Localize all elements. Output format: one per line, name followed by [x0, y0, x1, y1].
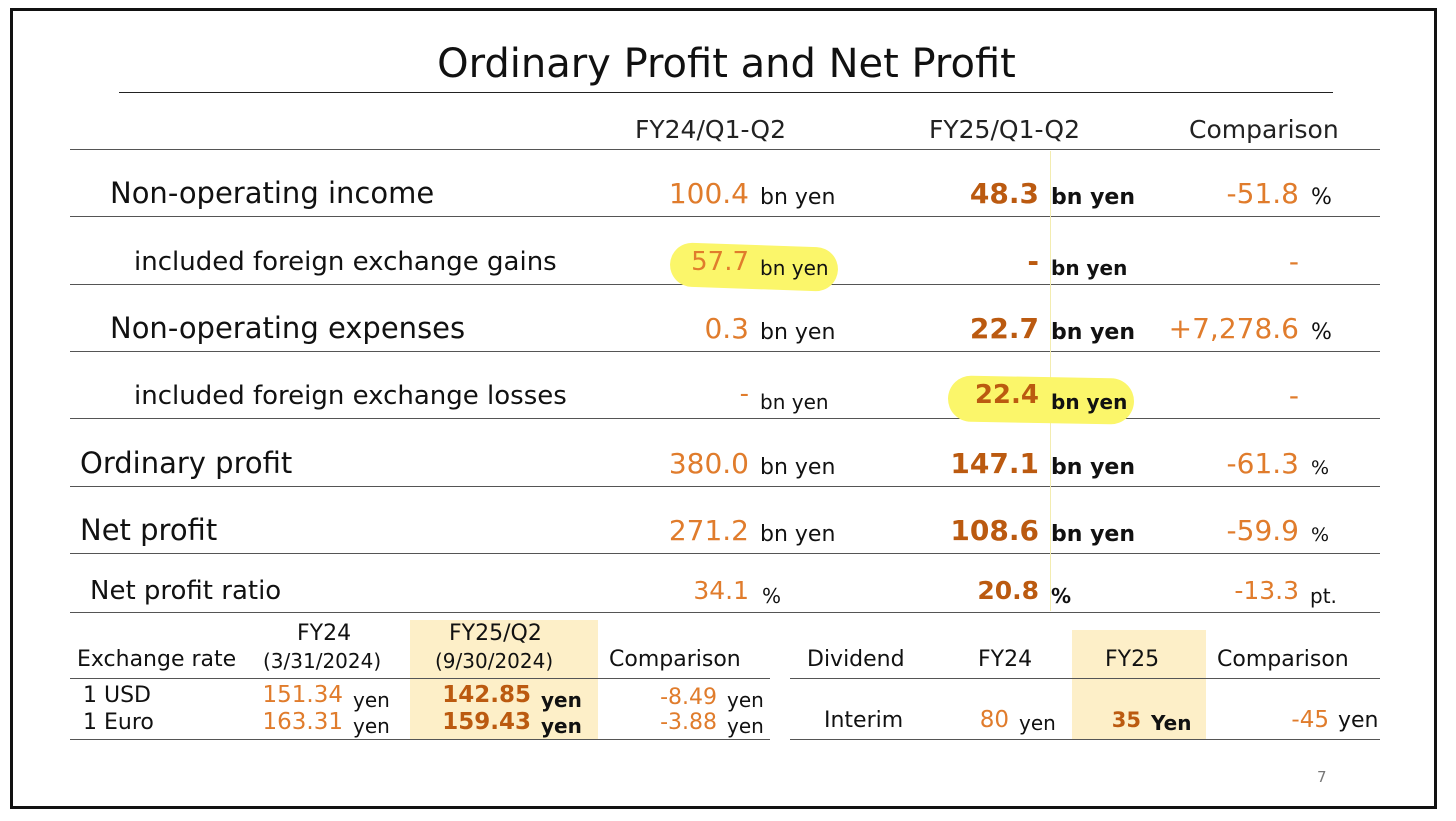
comparison-value: +7,278.6: [1168, 312, 1299, 345]
fy24-value: 0.3: [704, 312, 749, 345]
table-rule: [70, 486, 1380, 487]
row-label: included foreign exchange losses: [134, 381, 567, 411]
row-label: Non-operating expenses: [110, 311, 466, 345]
fy24-value: 57.7: [691, 247, 749, 277]
currency-label: 1 USD: [83, 683, 151, 708]
title-divider: [119, 92, 1333, 93]
exchange-fy24-value: 151.34: [262, 682, 343, 708]
dividend-row-label: Interim: [824, 708, 904, 733]
table-rule: [70, 612, 1380, 613]
currency-label: 1 Euro: [83, 710, 154, 735]
fy25-value: 22.7: [969, 312, 1039, 345]
fy24-value: 380.0: [668, 447, 749, 480]
comparison-value: -: [1288, 379, 1299, 412]
fy24-unit: bn yen: [760, 320, 836, 345]
exchange-comp-value: -8.49: [660, 685, 717, 710]
dividend-unit: yen: [1338, 708, 1379, 733]
fy25-unit: %: [1051, 584, 1072, 608]
comparison-unit: %: [1311, 524, 1330, 546]
fy24-value: 271.2: [668, 514, 749, 547]
dividend-fy25-head: FY25: [1105, 647, 1160, 672]
row-label: Ordinary profit: [80, 446, 293, 480]
table-rule: [70, 739, 770, 740]
fy25-unit: bn yen: [1051, 522, 1135, 547]
exchange-fy25-head: FY25/Q2: [449, 621, 542, 646]
fy24-value: -: [739, 379, 749, 409]
column-header-fy24: FY24/Q1-Q2: [635, 115, 786, 144]
dividend-fy24-head: FY24: [978, 647, 1033, 672]
fy25-column-shade: [410, 620, 598, 740]
fy25-value: 48.3: [969, 177, 1039, 210]
exchange-fy25-value: 142.85: [442, 682, 531, 708]
comparison-unit: pt.: [1310, 584, 1337, 608]
fy24-unit: bn yen: [760, 522, 836, 547]
fy24-unit: bn yen: [760, 185, 836, 210]
exchange-fy24-value: 163.31: [262, 709, 343, 735]
comparison-unit: %: [1311, 457, 1330, 479]
comparison-value: -61.3: [1226, 447, 1299, 480]
fy25-value: 108.6: [950, 514, 1039, 547]
page-title: Ordinary Profit and Net Profit: [437, 41, 1016, 87]
exchange-unit: yen: [353, 714, 390, 738]
comparison-value: -51.8: [1226, 177, 1299, 210]
page-number: 7: [1317, 768, 1327, 786]
dividend-comparison-head: Comparison: [1217, 647, 1349, 672]
table-rule: [70, 351, 1380, 352]
dividend-fy25-value: 35: [1111, 708, 1141, 732]
exchange-comp-value: -3.88: [660, 710, 717, 735]
exchange-unit: yen: [727, 714, 764, 738]
row-label: Net profit: [80, 513, 218, 547]
table-rule: [70, 216, 1380, 217]
fy24-unit: bn yen: [760, 455, 836, 480]
exchange-comparison-head: Comparison: [609, 647, 741, 672]
fy25-unit: bn yen: [1051, 185, 1135, 210]
fy24-unit: bn yen: [760, 256, 829, 280]
dividend-unit: yen: [1019, 711, 1056, 735]
comparison-unit: %: [1311, 185, 1332, 210]
table-rule: [790, 678, 1380, 679]
comparison-unit: %: [1311, 320, 1332, 345]
exchange-fy24-head: FY24: [297, 621, 352, 646]
exchange-fy24-date: (3/31/2024): [263, 649, 382, 673]
dividend-comp-value: -45: [1291, 707, 1329, 733]
comparison-value: -13.3: [1234, 576, 1299, 605]
fy24-value: 100.4: [668, 177, 749, 210]
row-label: Net profit ratio: [90, 576, 282, 606]
fy25-unit: bn yen: [1051, 256, 1128, 280]
table-rule: [70, 678, 770, 679]
fy25-value: 20.8: [977, 576, 1039, 605]
exchange-unit: yen: [541, 688, 582, 712]
table-rule: [70, 553, 1380, 554]
fy24-value: 34.1: [693, 576, 749, 605]
fy25-column-shade: [1072, 630, 1206, 740]
fy25-value: 147.1: [950, 447, 1039, 480]
fy25-value: -: [1027, 245, 1039, 278]
fy25-unit: bn yen: [1051, 390, 1128, 414]
table-rule: [790, 739, 1380, 740]
fy25-value: 22.4: [974, 380, 1039, 410]
exchange-unit: yen: [727, 688, 764, 712]
fy25-unit: bn yen: [1051, 320, 1135, 345]
comparison-value: -59.9: [1226, 514, 1299, 547]
dividend-label: Dividend: [807, 647, 905, 672]
column-header-comparison: Comparison: [1189, 115, 1339, 144]
column-header-fy25: FY25/Q1-Q2: [929, 115, 1080, 144]
row-label: Non-operating income: [110, 176, 435, 210]
comparison-value: -: [1288, 245, 1299, 278]
table-rule: [70, 149, 1380, 150]
fy24-unit: %: [762, 584, 782, 608]
exchange-unit: yen: [353, 688, 390, 712]
exchange-unit: yen: [541, 714, 582, 738]
fy24-unit: bn yen: [760, 390, 829, 414]
exchange-fy25-value: 159.43: [442, 709, 531, 735]
exchange-rate-label: Exchange rate: [77, 647, 237, 672]
dividend-unit: Yen: [1151, 711, 1192, 735]
exchange-fy25-date: (9/30/2024): [435, 649, 554, 673]
slide: Ordinary Profit and Net Profit FY24/Q1-Q…: [10, 8, 1437, 809]
row-label: included foreign exchange gains: [134, 247, 557, 277]
fy25-unit: bn yen: [1051, 455, 1135, 480]
table-rule: [70, 418, 1380, 419]
dividend-fy24-value: 80: [979, 707, 1009, 733]
